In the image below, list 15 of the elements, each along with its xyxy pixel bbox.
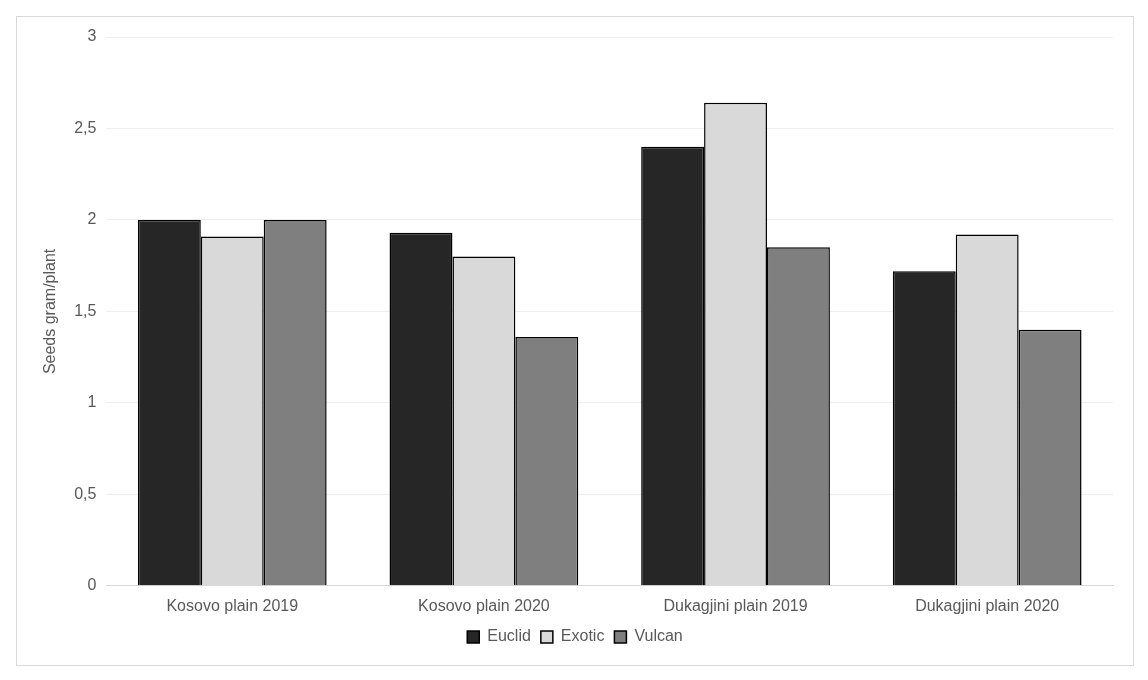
y-tick-label: 0,5 — [74, 484, 97, 502]
y-tick-label: 2 — [87, 210, 97, 228]
legend-label: Vulcan — [634, 627, 683, 645]
y-tick-label: 1 — [87, 393, 97, 411]
y-tick-label: 1,5 — [74, 301, 97, 319]
x-tick-label: Dukagjini plain 2020 — [915, 596, 1060, 614]
y-tick-label: 3 — [87, 27, 97, 45]
legend-label: Euclid — [487, 627, 531, 645]
y-axis-title: Seeds gram/plant — [41, 248, 59, 375]
x-tick-label: Kosovo plain 2019 — [166, 596, 299, 614]
y-tick-label: 0 — [87, 576, 97, 594]
legend-label: Exotic — [560, 627, 605, 645]
x-tick-label: Kosovo plain 2020 — [418, 596, 550, 614]
x-tick-label: Dukagjini plain 2019 — [663, 596, 808, 614]
y-tick-label: 2,5 — [74, 118, 97, 136]
